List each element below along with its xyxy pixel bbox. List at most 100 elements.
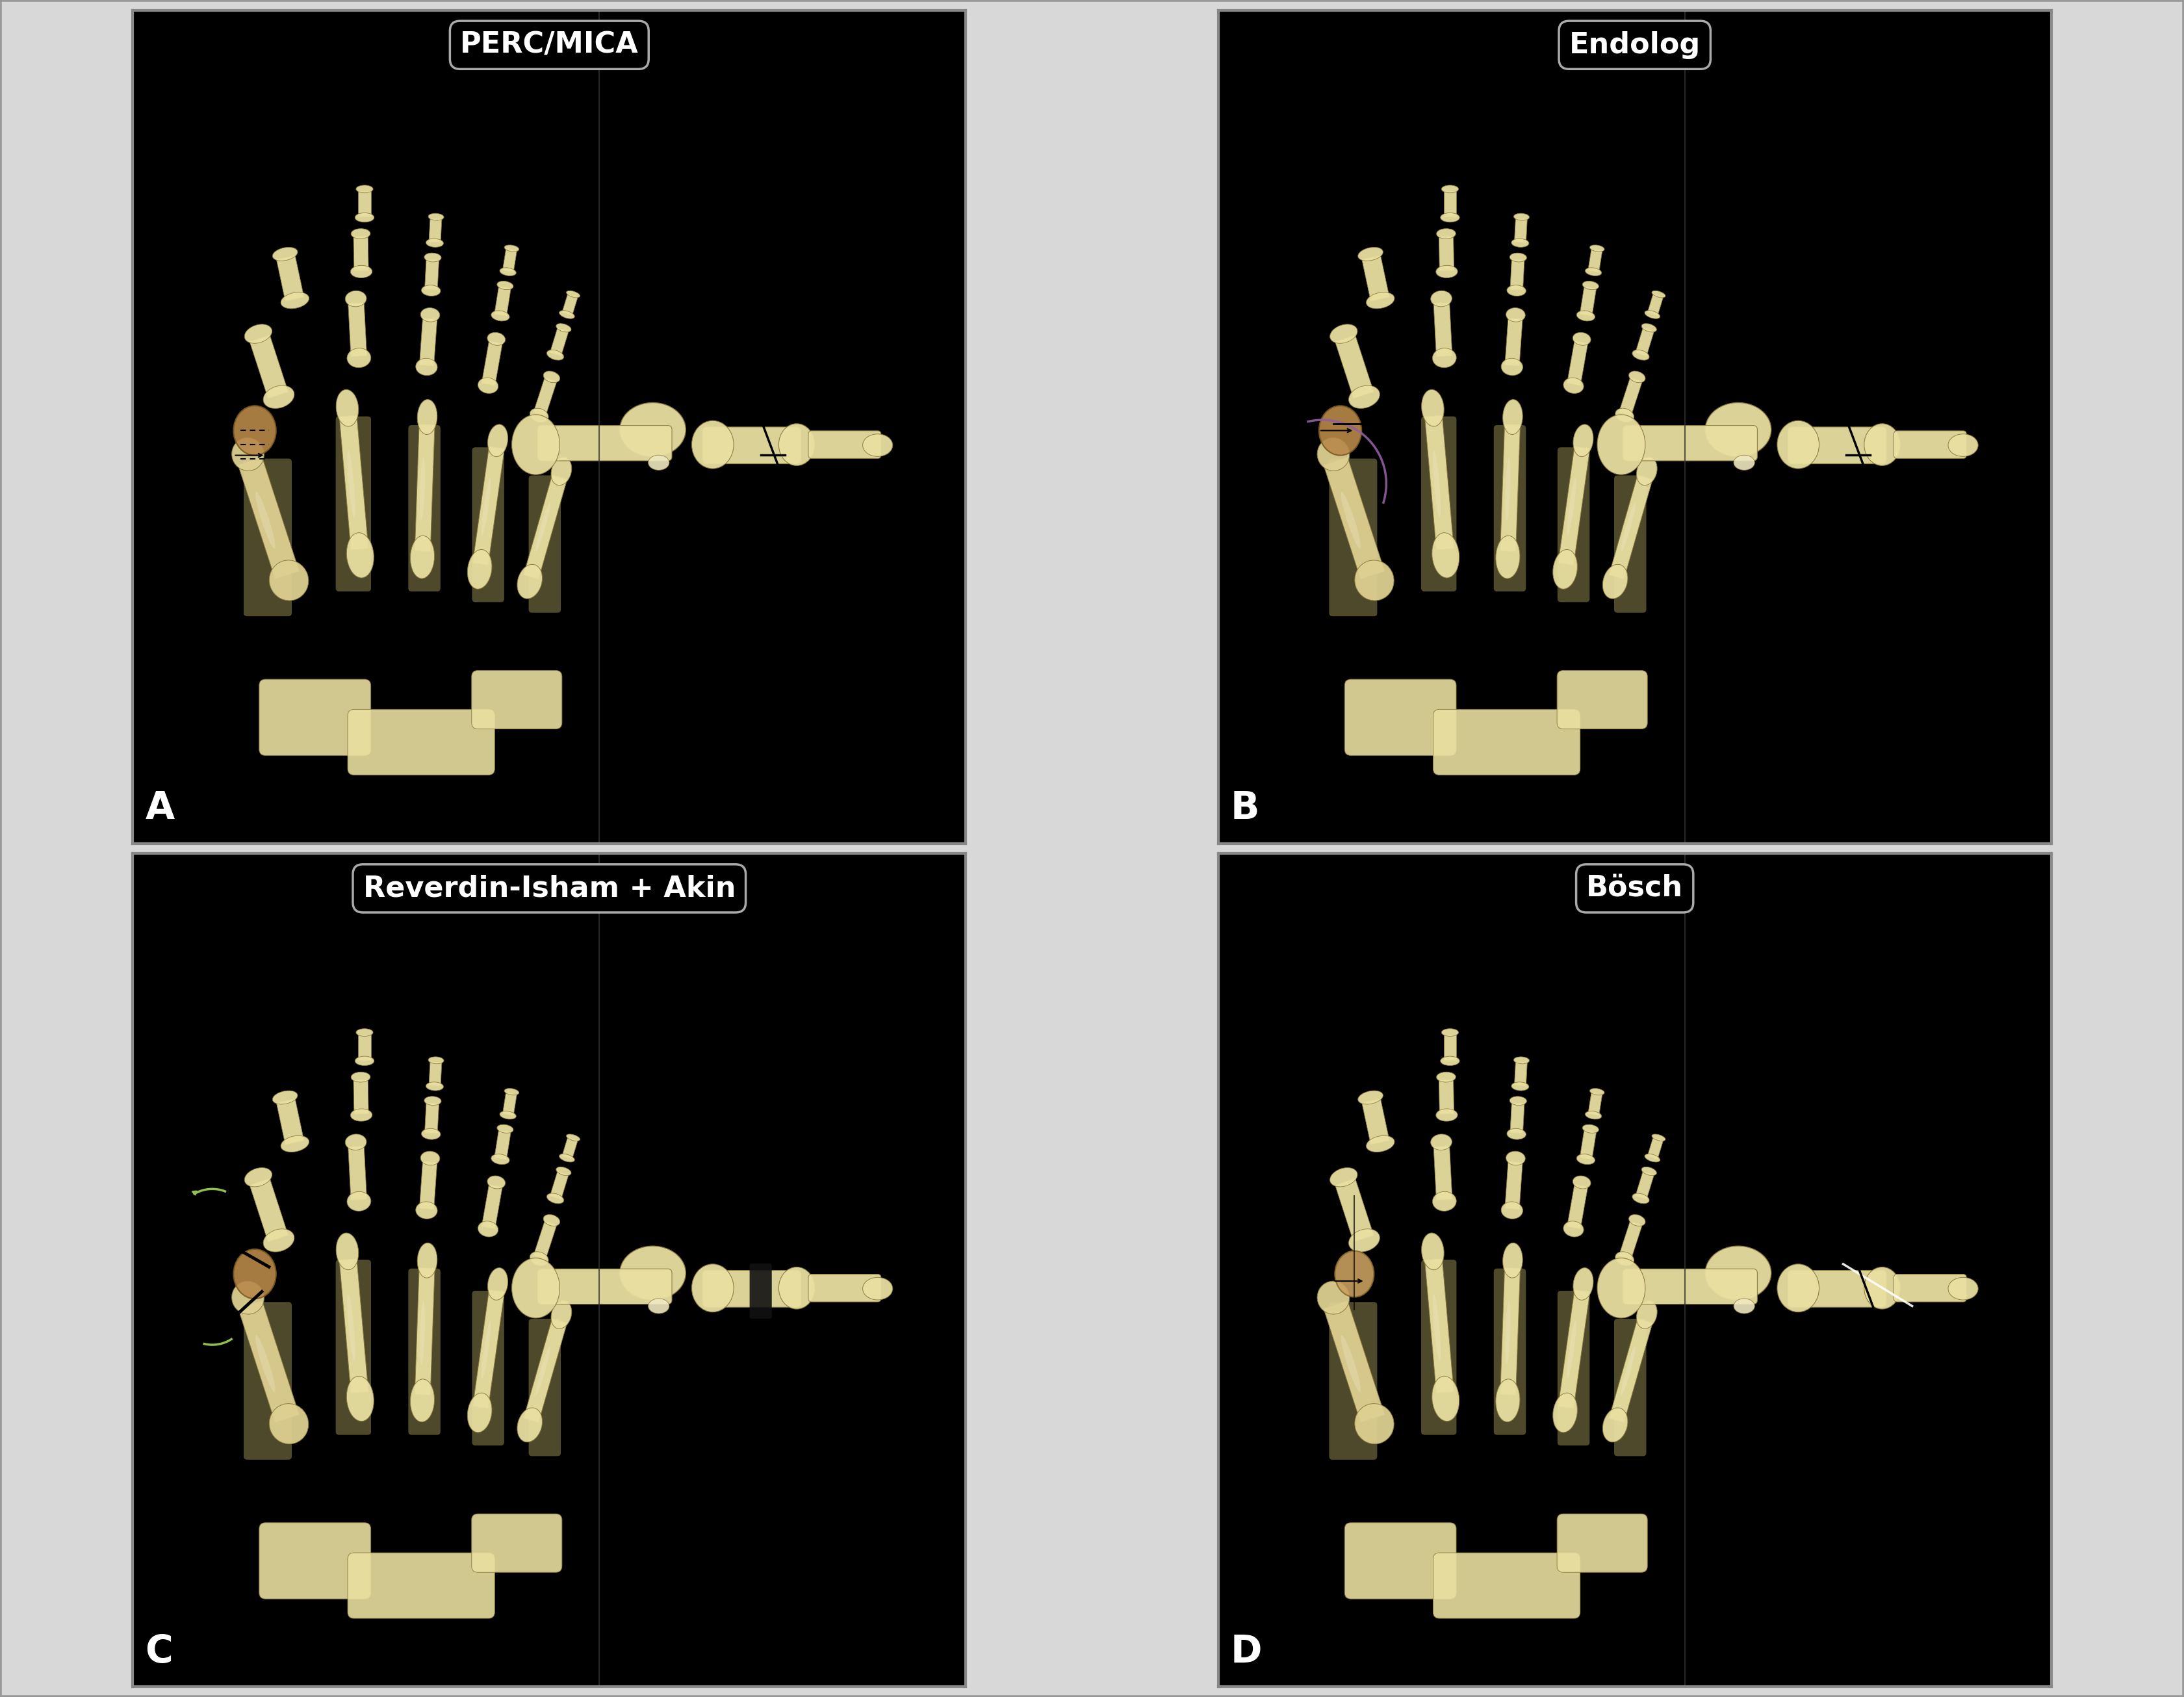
Polygon shape bbox=[524, 1319, 568, 1422]
Ellipse shape bbox=[1330, 1168, 1358, 1186]
FancyBboxPatch shape bbox=[749, 1264, 771, 1319]
Ellipse shape bbox=[1577, 1154, 1594, 1164]
Ellipse shape bbox=[1500, 358, 1522, 375]
Polygon shape bbox=[354, 236, 369, 270]
Text: PERC/MICA: PERC/MICA bbox=[461, 31, 638, 59]
Polygon shape bbox=[550, 328, 568, 356]
Ellipse shape bbox=[1433, 1295, 1441, 1361]
Ellipse shape bbox=[1564, 378, 1583, 394]
Polygon shape bbox=[1514, 219, 1527, 243]
Ellipse shape bbox=[1437, 1073, 1457, 1083]
Ellipse shape bbox=[347, 1295, 356, 1361]
Ellipse shape bbox=[1317, 438, 1350, 470]
Ellipse shape bbox=[356, 1028, 373, 1037]
Ellipse shape bbox=[1505, 456, 1511, 521]
FancyBboxPatch shape bbox=[260, 679, 371, 755]
Ellipse shape bbox=[1583, 282, 1599, 290]
Ellipse shape bbox=[428, 1057, 443, 1064]
Ellipse shape bbox=[417, 1242, 437, 1278]
Ellipse shape bbox=[780, 1268, 815, 1308]
Text: B: B bbox=[1232, 789, 1260, 826]
Ellipse shape bbox=[1616, 409, 1634, 423]
Text: Endolog: Endolog bbox=[1568, 31, 1701, 59]
Ellipse shape bbox=[1636, 456, 1658, 485]
Ellipse shape bbox=[422, 1151, 439, 1166]
Ellipse shape bbox=[500, 268, 515, 277]
Polygon shape bbox=[419, 319, 437, 367]
Ellipse shape bbox=[411, 536, 435, 579]
Ellipse shape bbox=[415, 358, 437, 375]
FancyBboxPatch shape bbox=[703, 428, 802, 463]
Ellipse shape bbox=[546, 1193, 563, 1203]
Ellipse shape bbox=[245, 324, 273, 343]
Ellipse shape bbox=[1590, 1088, 1605, 1095]
Ellipse shape bbox=[518, 1409, 542, 1442]
Ellipse shape bbox=[550, 456, 572, 485]
Ellipse shape bbox=[1358, 1091, 1382, 1105]
Ellipse shape bbox=[417, 399, 437, 434]
Ellipse shape bbox=[620, 1246, 686, 1300]
Ellipse shape bbox=[1496, 1380, 1520, 1422]
Polygon shape bbox=[1509, 260, 1524, 290]
Polygon shape bbox=[1618, 1222, 1642, 1259]
Ellipse shape bbox=[487, 1268, 509, 1300]
Ellipse shape bbox=[1948, 1278, 1979, 1300]
Polygon shape bbox=[415, 424, 435, 552]
Ellipse shape bbox=[1435, 1108, 1457, 1122]
Ellipse shape bbox=[1577, 311, 1594, 321]
Ellipse shape bbox=[1511, 239, 1529, 248]
Ellipse shape bbox=[863, 434, 893, 456]
Ellipse shape bbox=[422, 307, 439, 322]
FancyBboxPatch shape bbox=[537, 1269, 673, 1305]
Ellipse shape bbox=[559, 1154, 574, 1162]
Ellipse shape bbox=[1503, 1242, 1522, 1278]
Polygon shape bbox=[1568, 341, 1588, 385]
Polygon shape bbox=[502, 249, 518, 272]
Polygon shape bbox=[354, 1079, 369, 1113]
Ellipse shape bbox=[544, 1215, 559, 1225]
Ellipse shape bbox=[1597, 414, 1645, 475]
Ellipse shape bbox=[422, 285, 441, 295]
Polygon shape bbox=[428, 1062, 441, 1086]
Ellipse shape bbox=[1616, 1252, 1634, 1266]
Ellipse shape bbox=[1865, 424, 1900, 465]
Ellipse shape bbox=[1583, 1125, 1599, 1134]
FancyBboxPatch shape bbox=[808, 431, 880, 458]
Ellipse shape bbox=[1564, 1222, 1583, 1237]
Ellipse shape bbox=[1334, 1251, 1374, 1297]
Ellipse shape bbox=[1367, 1135, 1393, 1152]
FancyBboxPatch shape bbox=[1433, 1553, 1581, 1619]
Ellipse shape bbox=[1437, 229, 1457, 239]
Ellipse shape bbox=[478, 378, 498, 394]
Ellipse shape bbox=[535, 1346, 550, 1395]
Ellipse shape bbox=[424, 1096, 441, 1105]
Ellipse shape bbox=[1621, 502, 1636, 552]
Polygon shape bbox=[424, 1103, 439, 1134]
Ellipse shape bbox=[232, 1281, 264, 1313]
Ellipse shape bbox=[1354, 560, 1393, 601]
Ellipse shape bbox=[531, 1252, 548, 1266]
Ellipse shape bbox=[1507, 285, 1527, 295]
Polygon shape bbox=[1557, 446, 1590, 565]
Ellipse shape bbox=[518, 565, 542, 599]
Polygon shape bbox=[249, 336, 288, 399]
FancyBboxPatch shape bbox=[529, 475, 561, 613]
Ellipse shape bbox=[1553, 1393, 1577, 1432]
Polygon shape bbox=[524, 475, 568, 579]
Polygon shape bbox=[1424, 1259, 1455, 1393]
Ellipse shape bbox=[424, 253, 441, 261]
Ellipse shape bbox=[1597, 1257, 1645, 1319]
Ellipse shape bbox=[1586, 1112, 1601, 1120]
Text: Reverdin-Isham + Akin: Reverdin-Isham + Akin bbox=[363, 874, 736, 903]
Polygon shape bbox=[494, 1130, 511, 1159]
Polygon shape bbox=[1444, 192, 1457, 217]
Ellipse shape bbox=[411, 1380, 435, 1422]
Ellipse shape bbox=[1642, 324, 1658, 333]
Polygon shape bbox=[1324, 1302, 1385, 1422]
Ellipse shape bbox=[1422, 1234, 1444, 1269]
Polygon shape bbox=[1500, 424, 1520, 552]
Ellipse shape bbox=[273, 1091, 297, 1105]
Ellipse shape bbox=[1507, 1151, 1524, 1166]
FancyBboxPatch shape bbox=[245, 1302, 293, 1459]
Ellipse shape bbox=[505, 1088, 520, 1095]
